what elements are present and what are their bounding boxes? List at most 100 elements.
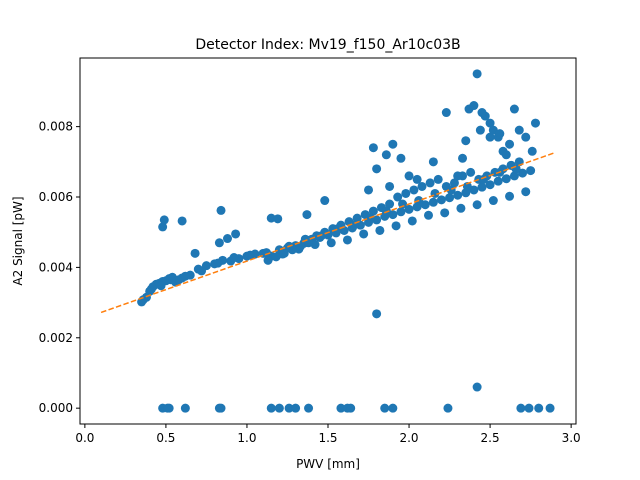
data-point — [472, 69, 482, 79]
fit-line — [100, 151, 556, 314]
data-point — [475, 125, 485, 135]
data-point — [443, 403, 453, 413]
data-point — [342, 235, 352, 245]
data-point — [216, 403, 226, 413]
data-point — [333, 224, 343, 234]
data-point — [291, 403, 301, 413]
data-point — [284, 403, 294, 413]
data-point — [436, 195, 446, 205]
y-axis-label: A2 Signal [pW] — [11, 196, 25, 285]
data-point — [336, 403, 346, 413]
data-point — [488, 196, 498, 206]
data-point — [404, 204, 414, 214]
data-point — [372, 309, 382, 319]
data-point — [261, 248, 271, 258]
data-point — [461, 136, 471, 146]
data-point — [375, 225, 385, 235]
data-point — [495, 129, 505, 139]
data-point — [180, 271, 190, 281]
data-point — [412, 174, 422, 184]
x-axis-ticks: 0.0 0.5 1.0 1.5 2.0 2.5 3.0 — [75, 424, 581, 445]
data-point — [526, 166, 536, 176]
data-point — [509, 104, 519, 114]
y-tick-label: 0.006 — [39, 190, 73, 204]
data-point — [462, 181, 472, 191]
x-tick-label: 1.0 — [237, 431, 256, 445]
x-tick-label: 0.5 — [156, 431, 175, 445]
data-point — [381, 206, 391, 216]
data-point — [216, 205, 226, 215]
data-point — [368, 143, 378, 153]
data-point — [398, 199, 408, 209]
data-point — [401, 188, 411, 198]
data-point — [158, 222, 168, 232]
data-point — [530, 118, 540, 128]
x-tick-label: 2.0 — [399, 431, 418, 445]
chart-title: Detector Index: Mv19_f150_Ar10c03B — [195, 37, 460, 53]
data-point — [433, 174, 443, 184]
data-point — [469, 101, 479, 111]
x-tick-label: 1.5 — [318, 431, 337, 445]
data-point — [472, 200, 482, 210]
data-point — [514, 125, 524, 135]
data-point — [214, 238, 224, 248]
data-point — [425, 178, 435, 188]
data-point — [485, 180, 495, 190]
y-tick-label: 0.002 — [39, 331, 73, 345]
data-point — [453, 190, 463, 200]
data-point — [266, 403, 276, 413]
data-point — [477, 108, 487, 118]
data-point — [164, 403, 174, 413]
fit-layer — [100, 151, 556, 314]
data-point — [521, 132, 531, 142]
data-point — [245, 250, 255, 260]
data-point — [346, 403, 356, 413]
data-point — [417, 181, 427, 191]
data-point — [156, 281, 166, 291]
data-point — [372, 164, 382, 174]
data-point — [388, 403, 398, 413]
data-point — [407, 216, 417, 226]
data-point — [385, 181, 395, 191]
data-point — [521, 187, 531, 197]
data-point — [213, 258, 223, 268]
data-point — [138, 295, 148, 305]
data-point — [441, 108, 451, 118]
data-point — [501, 174, 511, 184]
data-point — [302, 210, 312, 220]
y-tick-label: 0.008 — [39, 120, 73, 134]
data-point — [300, 234, 310, 244]
data-point — [385, 199, 395, 209]
y-tick-label: 0.004 — [39, 260, 73, 274]
data-point — [420, 200, 430, 210]
data-point — [146, 284, 156, 294]
data-point — [391, 221, 401, 231]
data-point — [493, 176, 503, 186]
data-point — [524, 403, 534, 413]
data-point — [355, 220, 365, 230]
data-point — [466, 167, 476, 177]
data-point — [505, 139, 515, 149]
x-tick-label: 0.0 — [75, 431, 94, 445]
data-point — [197, 266, 207, 276]
data-point — [388, 139, 398, 149]
data-point — [479, 174, 489, 184]
data-point — [449, 178, 459, 188]
data-point — [428, 197, 438, 207]
x-tick-label: 2.5 — [481, 431, 500, 445]
data-point — [380, 403, 390, 413]
data-point — [271, 252, 281, 262]
data-point — [304, 403, 314, 413]
data-point — [352, 213, 362, 223]
data-point — [177, 216, 187, 226]
data-point — [359, 229, 369, 239]
data-point — [393, 192, 403, 202]
data-point — [180, 403, 190, 413]
data-point — [317, 231, 327, 241]
y-tick-label: 0.000 — [39, 401, 73, 415]
x-axis-label: PWV [mm] — [296, 457, 360, 471]
data-point — [423, 210, 433, 220]
data-point — [166, 275, 176, 285]
